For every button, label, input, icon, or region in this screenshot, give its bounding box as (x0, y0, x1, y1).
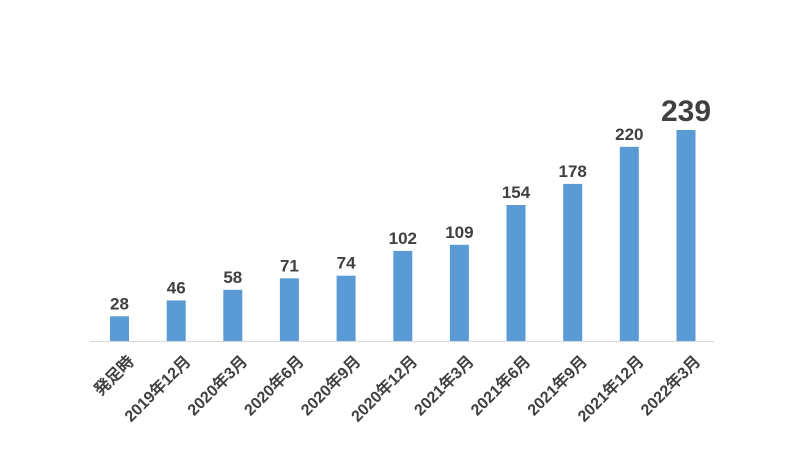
data-label-7: 154 (502, 183, 531, 202)
bar-8 (563, 183, 583, 341)
data-label-3: 71 (280, 256, 299, 275)
bar-3 (279, 278, 299, 341)
data-labels-layer: 28 46 58 71 74 102 109 154 178 220 239 (110, 95, 711, 313)
tick-label-7: 2021年6月 (467, 352, 535, 420)
bar-1 (166, 300, 186, 341)
bar-6 (449, 244, 469, 341)
data-label-0: 28 (110, 294, 129, 313)
bar-5 (393, 250, 413, 341)
bar-4 (336, 275, 356, 341)
data-label-8: 178 (559, 162, 587, 181)
tick-label-0: 発足時 (90, 352, 138, 400)
tick-label-2: 2020年3月 (183, 352, 251, 420)
tick-label-6: 2021年3月 (410, 352, 478, 420)
bar-9 (619, 146, 639, 341)
data-label-9: 220 (615, 125, 643, 144)
bars-layer (110, 130, 696, 341)
data-label-2: 58 (223, 268, 242, 287)
data-label-10: 239 (661, 95, 711, 128)
data-label-1: 46 (167, 278, 186, 297)
tick-label-10: 2022年3月 (637, 352, 705, 420)
bar-0 (110, 316, 129, 341)
bar-7 (506, 205, 526, 341)
data-label-6: 109 (445, 223, 473, 242)
data-label-4: 74 (337, 254, 356, 273)
bar-10 (676, 130, 696, 341)
bar-2 (223, 289, 243, 341)
tick-label-3: 2020年6月 (240, 352, 308, 420)
tick-labels-layer: 発足時2019年12月2020年3月2020年6月2020年9月2020年12月… (90, 352, 705, 426)
data-label-5: 102 (389, 229, 417, 248)
